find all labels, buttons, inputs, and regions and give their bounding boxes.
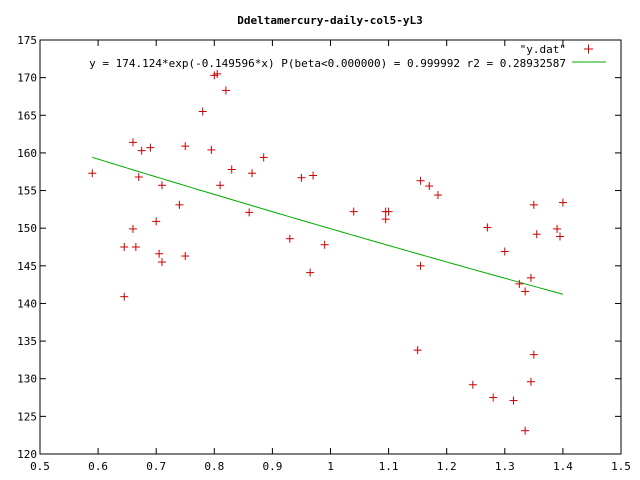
data-point — [120, 292, 129, 301]
data-point — [433, 191, 442, 200]
y-tick-label: 135 — [17, 335, 37, 348]
data-point — [306, 268, 315, 277]
data-point — [309, 171, 318, 180]
data-point — [558, 198, 567, 207]
data-point — [134, 172, 143, 181]
legend: "y.dat" y = 174.124*exp(-0.149596*x) P(b… — [89, 43, 606, 70]
legend-marker-points — [584, 44, 593, 54]
data-point — [155, 249, 164, 258]
data-point — [349, 207, 358, 216]
data-point — [515, 279, 524, 288]
y-tick-label: 170 — [17, 72, 37, 85]
y-tick-label: 125 — [17, 410, 37, 423]
x-tick-label: 1.1 — [379, 460, 399, 473]
data-point — [120, 243, 129, 251]
data-point — [158, 181, 167, 190]
data-point — [416, 261, 425, 270]
y-tick-label: 160 — [17, 147, 37, 160]
x-tick-label: 1.2 — [437, 460, 457, 473]
y-tick-label: 130 — [17, 373, 37, 386]
data-point — [297, 173, 306, 182]
data-point — [152, 217, 161, 226]
fit-line — [92, 156, 564, 295]
x-axis: 0.5 0.6 0.7 0.8 0.9 1 1.1 1.2 1.3 1.4 1.5 — [30, 40, 631, 473]
data-point — [146, 143, 155, 152]
x-tick-label: 0.9 — [262, 460, 282, 473]
y-axis: 120 125 130 135 140 145 150 155 160 165 170 175 — [17, 34, 621, 461]
x-tick-label: 1 — [327, 460, 334, 473]
data-point — [88, 169, 97, 178]
data-point — [509, 396, 518, 405]
data-point — [248, 169, 257, 178]
data-point — [521, 426, 530, 435]
data-point — [131, 243, 140, 251]
data-point — [175, 200, 184, 209]
data-point — [483, 223, 492, 232]
data-point — [320, 240, 329, 249]
x-tick-label: 1.4 — [553, 460, 573, 473]
data-point — [384, 207, 393, 216]
data-point — [489, 393, 498, 402]
y-tick-label: 175 — [17, 34, 37, 47]
data-point — [529, 200, 538, 209]
data-point — [227, 165, 236, 174]
x-tick-label: 0.8 — [204, 460, 224, 473]
y-tick-label: 140 — [17, 297, 37, 310]
x-tick-label: 0.6 — [88, 460, 108, 473]
data-point — [500, 247, 509, 256]
data-point — [137, 146, 146, 155]
chart-title: Ddeltamercury-daily-col5-yL3 — [237, 14, 422, 27]
data-point — [216, 181, 225, 190]
data-point — [416, 176, 425, 185]
x-tick-label: 0.7 — [146, 460, 166, 473]
scatter-points — [88, 69, 567, 435]
data-point — [381, 215, 390, 224]
data-point — [413, 346, 422, 355]
data-point — [128, 138, 137, 147]
data-point — [198, 107, 207, 116]
data-point — [207, 145, 216, 154]
x-tick-label: 1.5 — [611, 460, 631, 473]
data-point — [532, 230, 541, 239]
data-point — [213, 69, 222, 78]
y-tick-label: 145 — [17, 260, 37, 273]
data-point — [285, 234, 294, 243]
data-point — [555, 232, 564, 241]
legend-label-points: "y.dat" — [520, 43, 566, 56]
data-point — [526, 377, 535, 386]
data-point — [468, 380, 477, 389]
data-point — [245, 208, 254, 217]
data-point — [128, 224, 137, 233]
data-point — [529, 350, 538, 359]
x-tick-label: 1.3 — [495, 460, 515, 473]
data-point — [521, 287, 530, 296]
legend-label-fit: y = 174.124*exp(-0.149596*x) P(beta<0.00… — [89, 57, 566, 70]
data-point — [526, 273, 535, 282]
data-point — [181, 252, 190, 261]
data-point — [221, 86, 230, 95]
data-point — [158, 258, 167, 267]
data-point — [259, 153, 268, 162]
y-tick-label: 150 — [17, 222, 37, 235]
data-point — [425, 182, 434, 191]
y-tick-label: 165 — [17, 109, 37, 122]
x-tick-label: 0.5 — [30, 460, 50, 473]
data-point — [181, 142, 190, 151]
fit-line-layer — [92, 156, 564, 295]
y-tick-label: 120 — [17, 448, 37, 461]
y-tick-label: 155 — [17, 185, 37, 198]
data-point — [553, 224, 562, 233]
